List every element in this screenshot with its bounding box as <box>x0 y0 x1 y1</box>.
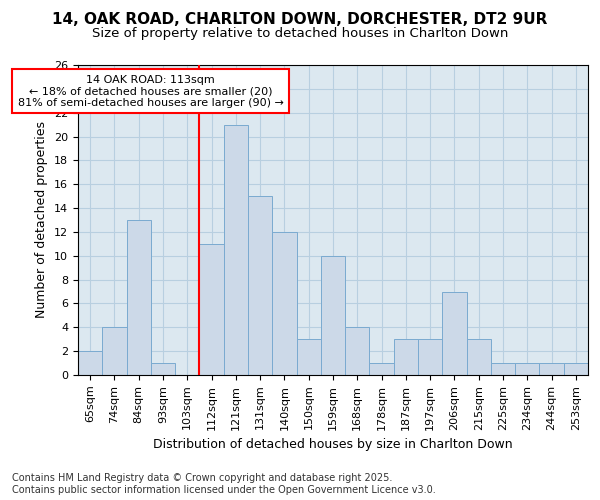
Bar <box>127 220 151 375</box>
Bar <box>248 196 272 375</box>
Bar <box>151 363 175 375</box>
Bar <box>491 363 515 375</box>
Bar <box>539 363 564 375</box>
Bar <box>321 256 345 375</box>
Bar <box>467 339 491 375</box>
Bar <box>102 328 127 375</box>
Bar <box>394 339 418 375</box>
X-axis label: Distribution of detached houses by size in Charlton Down: Distribution of detached houses by size … <box>153 438 513 451</box>
Bar <box>564 363 588 375</box>
Text: Contains HM Land Registry data © Crown copyright and database right 2025.
Contai: Contains HM Land Registry data © Crown c… <box>12 474 436 495</box>
Text: 14 OAK ROAD: 113sqm
← 18% of detached houses are smaller (20)
81% of semi-detach: 14 OAK ROAD: 113sqm ← 18% of detached ho… <box>18 74 284 108</box>
Bar <box>345 328 370 375</box>
Bar <box>224 124 248 375</box>
Bar <box>442 292 467 375</box>
Bar <box>199 244 224 375</box>
Bar <box>370 363 394 375</box>
Text: 14, OAK ROAD, CHARLTON DOWN, DORCHESTER, DT2 9UR: 14, OAK ROAD, CHARLTON DOWN, DORCHESTER,… <box>52 12 548 28</box>
Bar <box>272 232 296 375</box>
Bar <box>78 351 102 375</box>
Bar <box>515 363 539 375</box>
Bar <box>418 339 442 375</box>
Y-axis label: Number of detached properties: Number of detached properties <box>35 122 49 318</box>
Bar <box>296 339 321 375</box>
Text: Size of property relative to detached houses in Charlton Down: Size of property relative to detached ho… <box>92 28 508 40</box>
